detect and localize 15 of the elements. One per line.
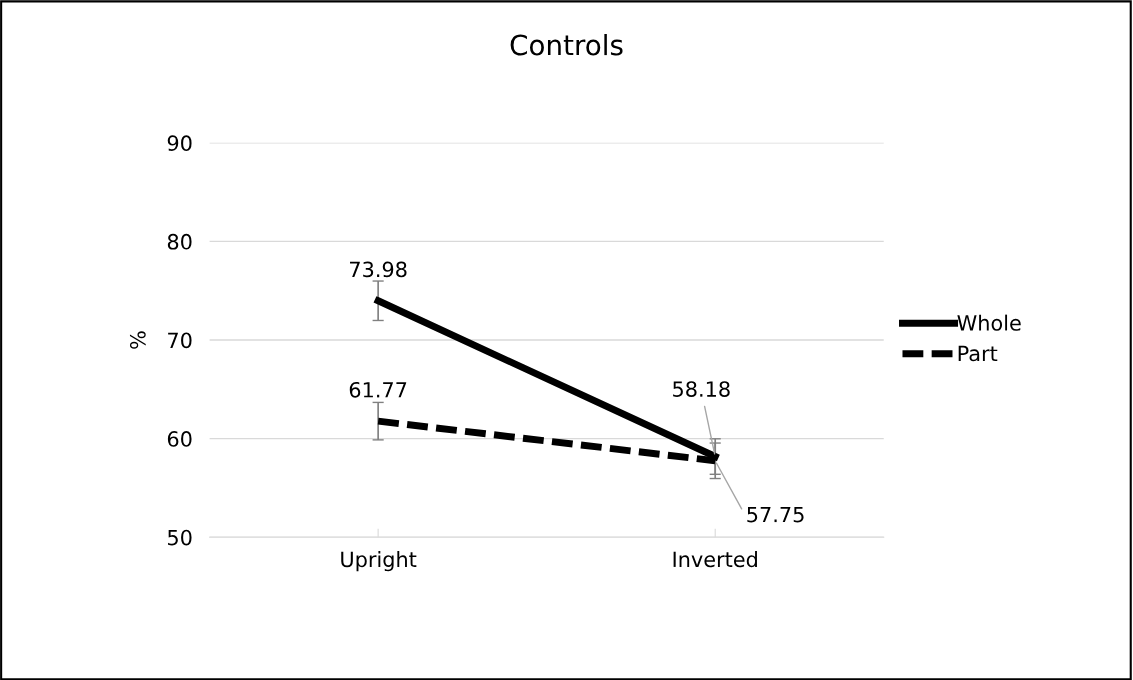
y-tick-label: 70: [168, 332, 192, 349]
y-tick-label: 50: [168, 529, 192, 546]
legend-label: Whole: [957, 314, 1021, 331]
data-label: 73.98: [350, 261, 407, 278]
data-label: 58.18: [673, 381, 730, 397]
legend-label: Part: [958, 345, 998, 362]
chart-title: Controls: [510, 34, 623, 56]
y-axis-title: %: [129, 331, 146, 349]
y-tick-label: 80: [167, 233, 192, 250]
x-tick-label: Inverted: [673, 551, 757, 568]
x-tick-label: Upright: [341, 551, 417, 572]
y-tick-label: 90: [167, 135, 192, 152]
data-label: 57.75: [747, 506, 804, 523]
data-label: 61.77: [349, 381, 407, 398]
y-tick-label: 60: [167, 431, 192, 447]
